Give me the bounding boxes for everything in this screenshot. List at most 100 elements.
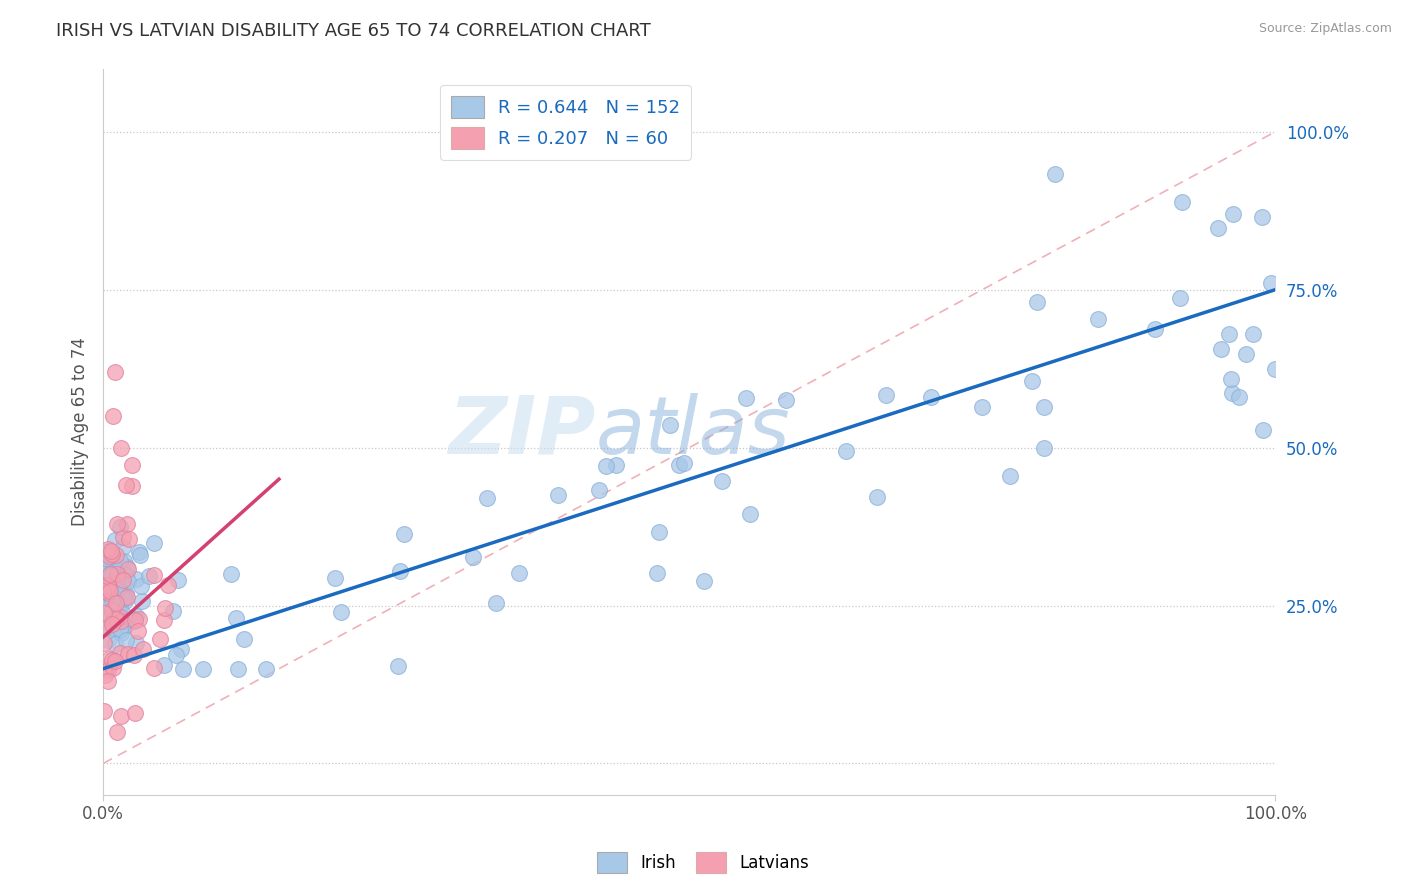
- Point: [97, 547, 120, 561]
- Point: [648, 524, 671, 539]
- Point: [645, 566, 668, 581]
- Point: [105, 595, 128, 609]
- Point: [114, 568, 136, 582]
- Point: [124, 706, 146, 721]
- Point: [105, 576, 128, 591]
- Point: [389, 564, 412, 578]
- Point: [105, 516, 128, 531]
- Point: [920, 390, 942, 404]
- Text: ZIP: ZIP: [449, 392, 596, 471]
- Point: [463, 549, 485, 564]
- Point: [142, 568, 165, 582]
- Point: [114, 586, 136, 600]
- Legend: Irish, Latvians: Irish, Latvians: [591, 846, 815, 880]
- Point: [1251, 210, 1274, 224]
- Point: [96, 599, 118, 614]
- Point: [101, 594, 124, 608]
- Point: [93, 583, 115, 598]
- Point: [115, 591, 138, 605]
- Point: [110, 592, 132, 607]
- Point: [330, 605, 353, 619]
- Point: [97, 580, 120, 594]
- Point: [93, 591, 115, 606]
- Point: [98, 579, 121, 593]
- Point: [101, 566, 124, 581]
- Point: [166, 574, 188, 588]
- Point: [875, 388, 897, 402]
- Point: [112, 574, 135, 588]
- Point: [98, 575, 121, 590]
- Point: [153, 600, 176, 615]
- Point: [97, 586, 120, 600]
- Point: [110, 554, 132, 568]
- Text: Source: ZipAtlas.com: Source: ZipAtlas.com: [1258, 22, 1392, 36]
- Point: [93, 636, 115, 650]
- Point: [100, 544, 122, 558]
- Point: [149, 632, 172, 646]
- Point: [104, 533, 127, 548]
- Point: [108, 647, 131, 661]
- Legend: R = 0.644   N = 152, R = 0.207   N = 60: R = 0.644 N = 152, R = 0.207 N = 60: [440, 85, 690, 160]
- Point: [115, 559, 138, 574]
- Point: [110, 441, 132, 455]
- Point: [1170, 195, 1192, 210]
- Point: [124, 572, 146, 586]
- Point: [105, 724, 128, 739]
- Point: [104, 612, 127, 626]
- Point: [94, 579, 117, 593]
- Point: [1206, 221, 1229, 235]
- Point: [193, 662, 215, 676]
- Point: [108, 520, 131, 534]
- Point: [98, 582, 121, 597]
- Point: [101, 547, 124, 561]
- Point: [104, 654, 127, 668]
- Point: [111, 607, 134, 621]
- Point: [972, 401, 994, 415]
- Point: [101, 582, 124, 596]
- Point: [112, 590, 135, 604]
- Point: [117, 574, 139, 589]
- Point: [104, 566, 127, 580]
- Point: [101, 409, 124, 423]
- Point: [104, 365, 127, 379]
- Point: [1222, 386, 1244, 401]
- Point: [1143, 322, 1166, 336]
- Point: [100, 616, 122, 631]
- Point: [1218, 326, 1240, 341]
- Point: [131, 594, 153, 608]
- Point: [108, 582, 131, 596]
- Point: [105, 567, 128, 582]
- Point: [121, 479, 143, 493]
- Point: [97, 673, 120, 688]
- Point: [110, 614, 132, 628]
- Point: [97, 632, 120, 647]
- Point: [98, 603, 121, 617]
- Point: [107, 582, 129, 597]
- Point: [170, 641, 193, 656]
- Point: [97, 592, 120, 607]
- Point: [110, 622, 132, 636]
- Point: [101, 613, 124, 627]
- Point: [105, 578, 128, 592]
- Point: [1251, 423, 1274, 437]
- Point: [233, 632, 256, 646]
- Point: [97, 541, 120, 556]
- Point: [110, 610, 132, 624]
- Point: [508, 566, 530, 580]
- Point: [668, 458, 690, 472]
- Point: [110, 626, 132, 640]
- Text: IRISH VS LATVIAN DISABILITY AGE 65 TO 74 CORRELATION CHART: IRISH VS LATVIAN DISABILITY AGE 65 TO 74…: [56, 22, 651, 40]
- Point: [107, 582, 129, 597]
- Point: [101, 560, 124, 574]
- Point: [98, 584, 121, 599]
- Point: [115, 618, 138, 632]
- Point: [94, 611, 117, 625]
- Point: [104, 597, 127, 611]
- Point: [122, 612, 145, 626]
- Point: [226, 662, 249, 676]
- Point: [94, 668, 117, 682]
- Point: [98, 585, 121, 599]
- Point: [96, 613, 118, 627]
- Point: [101, 613, 124, 627]
- Point: [475, 491, 498, 505]
